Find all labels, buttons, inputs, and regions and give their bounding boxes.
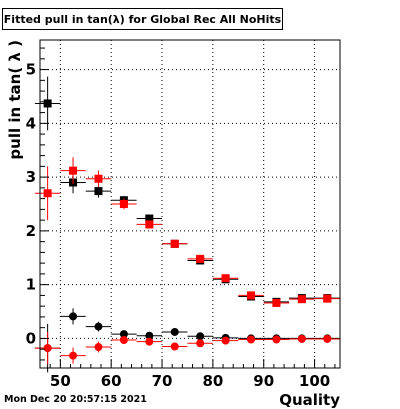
data-series — [34, 76, 340, 373]
x-tick-label: 100 — [299, 372, 330, 390]
series-circle-red — [34, 331, 340, 365]
x-tick-label: 80 — [202, 372, 223, 390]
data-point-square — [43, 189, 52, 198]
data-point-circle — [247, 335, 256, 344]
y-tick-label: 1 — [26, 276, 36, 294]
data-point-circle — [94, 322, 103, 331]
series-circle-black — [34, 308, 340, 373]
data-point-circle — [145, 331, 154, 340]
data-point-circle — [196, 339, 205, 348]
data-point-circle — [297, 334, 306, 343]
data-point-circle — [323, 334, 332, 343]
chart-title: Fitted pull in tan(λ) for Global Rec All… — [2, 8, 283, 30]
data-point-square — [69, 166, 78, 175]
data-point-square — [196, 254, 205, 263]
axes: 50 60 70 80 90 100 0 1 2 3 4 5 — [26, 47, 336, 390]
data-point-square — [170, 239, 179, 248]
y-axis-label: pull in tan( λ ) — [6, 40, 24, 160]
data-point-square — [145, 214, 154, 223]
data-point-circle — [196, 332, 205, 341]
data-point-square — [247, 291, 256, 300]
y-tick-label: 2 — [26, 222, 36, 240]
data-point-circle — [94, 343, 103, 352]
data-point-square — [43, 99, 52, 108]
data-point-square — [297, 295, 306, 304]
data-point-square — [145, 220, 154, 229]
data-point-square — [272, 298, 281, 307]
data-point-circle — [221, 336, 230, 345]
data-point-circle — [119, 336, 128, 345]
y-tick-label: 4 — [26, 114, 36, 132]
data-point-square — [323, 294, 332, 303]
x-axis-label: Quality — [279, 391, 340, 409]
timestamp-footer: Mon Dec 20 20:57:15 2021 — [4, 394, 147, 405]
x-tick-label: 70 — [152, 372, 173, 390]
data-point-circle — [43, 344, 52, 353]
y-tick-label: 5 — [26, 61, 36, 79]
data-point-circle — [145, 337, 154, 346]
y-tick-label: 3 — [26, 168, 36, 186]
plot-frame — [39, 39, 341, 369]
data-point-circle — [69, 351, 78, 360]
data-point-square — [94, 174, 103, 183]
series-square-red — [34, 157, 340, 307]
data-point-circle — [119, 330, 128, 339]
data-point-square — [221, 274, 230, 283]
data-point-circle — [69, 312, 78, 321]
data-point-circle — [170, 327, 179, 336]
x-tick-label: 50 — [50, 372, 71, 390]
grid — [40, 40, 340, 368]
data-point-circle — [272, 335, 281, 344]
x-tick-label: 90 — [253, 372, 274, 390]
series-square-black — [34, 76, 340, 306]
data-point-square — [94, 187, 103, 196]
data-point-circle — [170, 342, 179, 351]
y-tick-label: 0 — [26, 329, 36, 347]
x-tick-label: 60 — [101, 372, 122, 390]
data-point-square — [119, 200, 128, 208]
